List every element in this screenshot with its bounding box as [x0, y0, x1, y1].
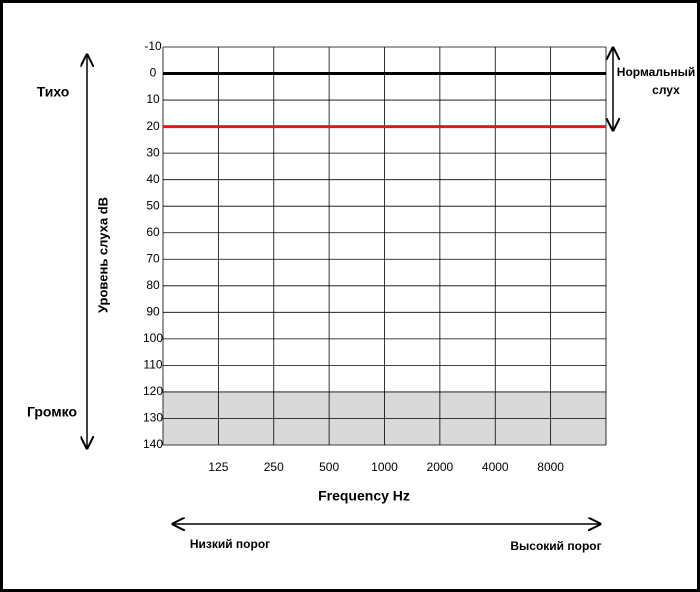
- plot: -10 0 10 20 30 40 50 60 70 80 90 100 110 120 130 140 125…: [143, 39, 607, 474]
- range-annotation: слух: [652, 83, 680, 97]
- y-tick-label: 10: [146, 92, 160, 106]
- y-tick-label: 60: [146, 225, 160, 239]
- y-tick-label: 20: [146, 119, 160, 133]
- y-tick-label: 120: [143, 384, 163, 398]
- y-tick-label: 0: [150, 66, 157, 80]
- y-tick-label: -10: [144, 39, 162, 53]
- x-tick-label: 125: [208, 460, 228, 474]
- y-tick-label: 110: [143, 358, 162, 372]
- y-tick-label: 30: [146, 145, 160, 159]
- y-tick-label: 70: [146, 251, 160, 265]
- x-tick-label: 8000: [537, 460, 564, 474]
- y-axis-label: Уровень слуха dB: [95, 197, 110, 313]
- y-tick-label: 50: [146, 198, 160, 212]
- top-label: Тихо: [37, 84, 70, 100]
- x-tick-label: 4000: [482, 460, 509, 474]
- bottom-label: Громко: [27, 404, 77, 420]
- y-tick-label: 40: [146, 172, 160, 186]
- right-label: Высокий порог: [510, 539, 601, 553]
- y-tick-label: 130: [143, 411, 163, 425]
- range-annotation: Нормальный: [617, 65, 695, 79]
- y-tick-label: 140: [143, 437, 163, 451]
- y-tick-label: 100: [143, 331, 163, 345]
- y-tick-label: 80: [146, 278, 160, 292]
- x-axis-label: Frequency Hz: [318, 488, 410, 504]
- x-tick-label: 500: [319, 460, 339, 474]
- x-tick-label: 250: [264, 460, 284, 474]
- left-label: Низкий порог: [190, 537, 270, 551]
- y-tick-label: 90: [146, 305, 160, 319]
- x-tick-label: 2000: [427, 460, 454, 474]
- x-tick-label: 1000: [371, 460, 398, 474]
